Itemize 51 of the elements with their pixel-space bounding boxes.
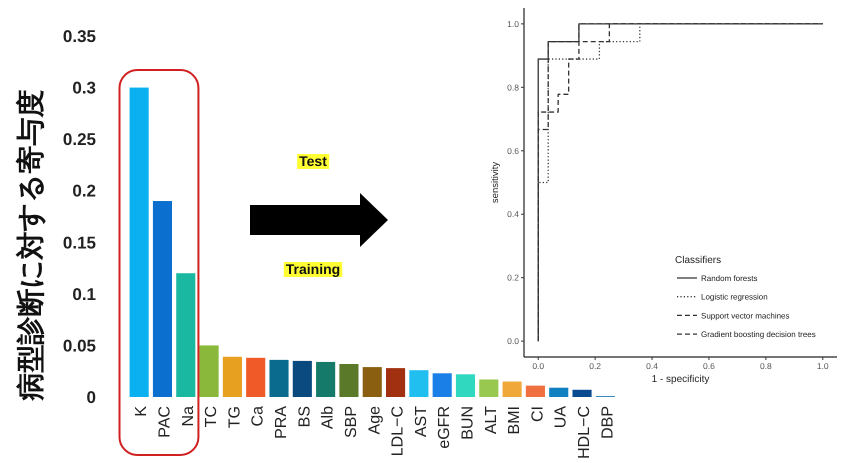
y-tick-label: 0.05 (62, 336, 96, 356)
y-tick-label: 0.6 (507, 146, 520, 156)
y-tick-label: 0.0 (507, 336, 520, 346)
y-tick-label: 0.3 (72, 78, 96, 98)
x-tick-label: BMI (506, 406, 524, 434)
x-tick-label: Age (366, 406, 384, 434)
x-tick-label: 1.0 (816, 361, 829, 371)
x-tick-label: 0.6 (703, 361, 716, 371)
y-tick-label: 0.8 (507, 82, 520, 92)
x-tick-label: Na (180, 406, 197, 426)
legend-label: Gradient boosting decision trees (701, 330, 816, 340)
x-tick-label: BUN (459, 406, 476, 440)
y-tick-label: 1.0 (507, 18, 520, 29)
y-tick-label: 0 (86, 388, 96, 407)
x-tick-label: HDL−C (576, 406, 594, 459)
legend-title: Classifiers (675, 255, 722, 266)
x-tick-label: eGFR (436, 406, 454, 449)
x-tick-label: K (133, 406, 150, 417)
y-tick-label: 0.2 (72, 182, 96, 201)
x-tick-label: PRA (273, 406, 290, 439)
legend-label: Random forests (701, 274, 758, 283)
legend-label: Logistic regression (701, 292, 768, 302)
x-tick-label: Ca (250, 406, 267, 426)
x-tick-label: 0.2 (589, 361, 602, 371)
x-tick-label: 0.8 (760, 361, 772, 371)
y-axis-title: sensitivity (490, 162, 501, 204)
x-tick-label: Alb (320, 406, 337, 430)
x-tick-label: AST (412, 406, 430, 438)
x-tick-label: DBP (599, 406, 616, 439)
x-tick-label: 0.0 (532, 361, 544, 371)
x-tick-label: ALT (482, 406, 500, 434)
y-tick-label: 0.2 (507, 272, 520, 283)
y-tick-label: 0.35 (62, 27, 96, 46)
x-axis-title: 1 - specificity (652, 374, 710, 385)
annotation: Training (286, 261, 340, 277)
x-tick-label: TC (203, 406, 220, 428)
x-tick-label: SBP (342, 406, 360, 438)
x-tick-label: 0.4 (646, 361, 658, 371)
x-tick-label: UA (552, 406, 570, 428)
y-axis-title: 病型診断に対する寄与度 (15, 90, 46, 402)
y-tick-label: 0.15 (62, 233, 96, 252)
y-tick-label: 0.25 (62, 130, 96, 150)
x-tick-label: LDL−C (390, 406, 407, 456)
annotation: Test (299, 153, 328, 169)
x-tick-label: BS (296, 406, 314, 428)
y-tick-label: 0.1 (72, 284, 96, 304)
x-tick-label: TG (226, 406, 244, 428)
legend-label: Support vector machines (701, 311, 790, 320)
x-tick-label: CI (529, 406, 546, 422)
x-tick-label: PAC (156, 406, 174, 438)
y-tick-label: 0.4 (507, 209, 520, 220)
